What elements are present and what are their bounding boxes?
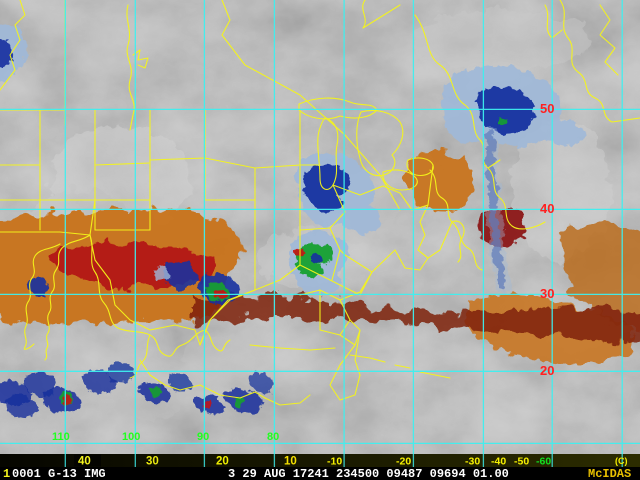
svg-text:110: 110 — [52, 431, 70, 443]
svg-text:McIDAS: McIDAS — [588, 467, 631, 480]
svg-text:(C): (C) — [615, 456, 628, 466]
svg-text:100: 100 — [122, 431, 140, 443]
svg-text:0001 G-13 IMG: 0001 G-13 IMG — [12, 467, 106, 480]
svg-text:1: 1 — [3, 467, 10, 480]
svg-text:50: 50 — [540, 101, 554, 116]
svg-text:-40: -40 — [491, 456, 506, 468]
svg-text:-30: -30 — [465, 456, 480, 468]
svg-text:-10: -10 — [327, 456, 342, 468]
svg-text:3 29 AUG 17241 234500 09487 09: 3 29 AUG 17241 234500 09487 09694 01.00 — [228, 467, 509, 480]
svg-text:-60: -60 — [536, 456, 551, 468]
svg-text:-20: -20 — [396, 456, 411, 468]
svg-text:80: 80 — [267, 431, 279, 443]
svg-text:10: 10 — [284, 456, 297, 468]
svg-text:40: 40 — [540, 201, 554, 216]
svg-text:30: 30 — [146, 456, 159, 468]
svg-text:90: 90 — [197, 431, 209, 443]
svg-text:30: 30 — [540, 286, 554, 301]
svg-text:-50: -50 — [514, 456, 529, 468]
svg-text:20: 20 — [216, 456, 229, 468]
svg-text:40: 40 — [78, 456, 91, 468]
svg-text:20: 20 — [540, 363, 554, 378]
